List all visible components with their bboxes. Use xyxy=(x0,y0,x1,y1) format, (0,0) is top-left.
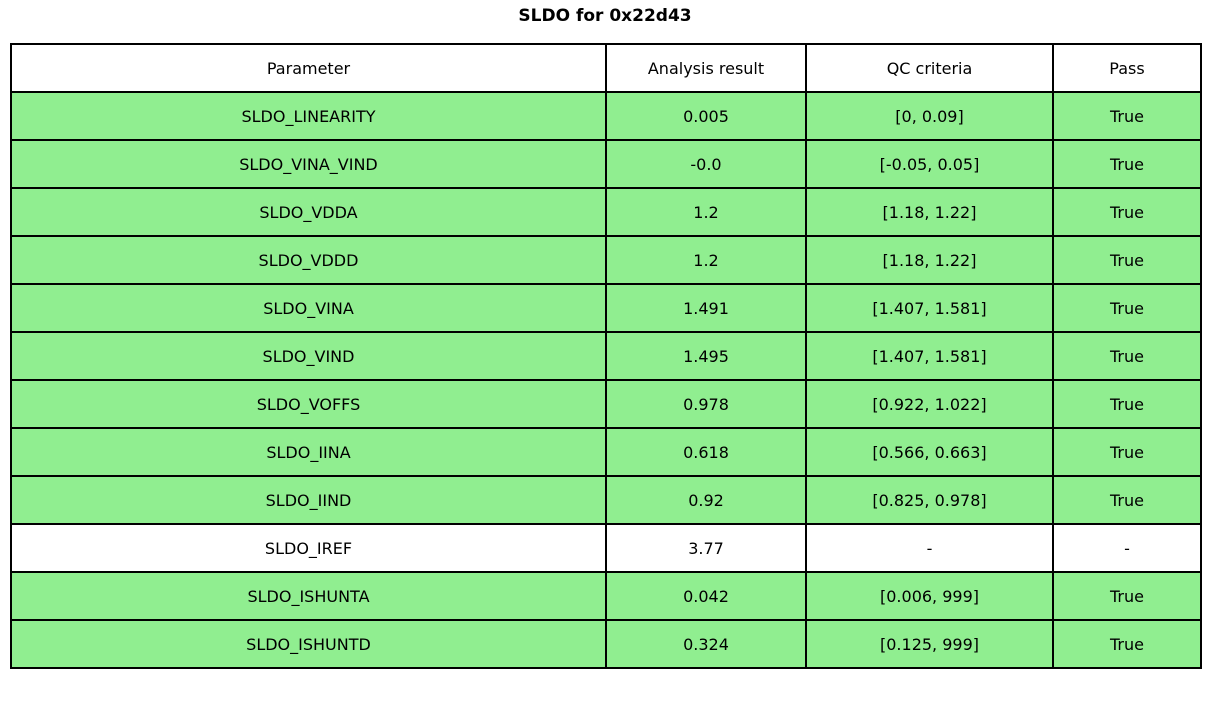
pass-cell: True xyxy=(1052,139,1202,189)
criteria-cell: [0.125, 999] xyxy=(805,619,1054,669)
criteria-cell: [0.922, 1.022] xyxy=(805,379,1054,429)
pass-cell: True xyxy=(1052,91,1202,141)
criteria-cell: [1.407, 1.581] xyxy=(805,283,1054,333)
result-cell: 3.77 xyxy=(605,523,807,573)
pass-cell: True xyxy=(1052,283,1202,333)
table-row: SLDO_IIND 0.92 [0.825, 0.978] True xyxy=(10,475,1202,525)
pass-cell: True xyxy=(1052,331,1202,381)
column-header-analysis-result: Analysis result xyxy=(605,43,807,93)
table-row: SLDO_VIND 1.495 [1.407, 1.581] True xyxy=(10,331,1202,381)
criteria-cell: [1.407, 1.581] xyxy=(805,331,1054,381)
table-row: SLDO_ISHUNTD 0.324 [0.125, 999] True xyxy=(10,619,1202,669)
parameter-cell: SLDO_VIND xyxy=(10,331,607,381)
result-cell: 0.618 xyxy=(605,427,807,477)
column-header-qc-criteria: QC criteria xyxy=(805,43,1054,93)
result-cell: 0.92 xyxy=(605,475,807,525)
pass-cell: True xyxy=(1052,619,1202,669)
criteria-cell: [1.18, 1.22] xyxy=(805,187,1054,237)
qc-results-table: Parameter Analysis result QC criteria Pa… xyxy=(10,43,1202,669)
result-cell: 0.005 xyxy=(605,91,807,141)
pass-cell: True xyxy=(1052,379,1202,429)
pass-cell: True xyxy=(1052,187,1202,237)
pass-cell: - xyxy=(1052,523,1202,573)
criteria-cell: [0.825, 0.978] xyxy=(805,475,1054,525)
criteria-cell: [0, 0.09] xyxy=(805,91,1054,141)
parameter-cell: SLDO_ISHUNTA xyxy=(10,571,607,621)
parameter-cell: SLDO_LINEARITY xyxy=(10,91,607,141)
result-cell: 1.2 xyxy=(605,187,807,237)
criteria-cell: [0.006, 999] xyxy=(805,571,1054,621)
parameter-cell: SLDO_ISHUNTD xyxy=(10,619,607,669)
parameter-cell: SLDO_VDDD xyxy=(10,235,607,285)
parameter-cell: SLDO_VDDA xyxy=(10,187,607,237)
table-row: SLDO_LINEARITY 0.005 [0, 0.09] True xyxy=(10,91,1202,141)
result-cell: 0.978 xyxy=(605,379,807,429)
result-cell: 1.495 xyxy=(605,331,807,381)
table-row: SLDO_IREF 3.77 - - xyxy=(10,523,1202,573)
parameter-cell: SLDO_IINA xyxy=(10,427,607,477)
parameter-cell: SLDO_VOFFS xyxy=(10,379,607,429)
result-cell: 0.042 xyxy=(605,571,807,621)
table-row: SLDO_ISHUNTA 0.042 [0.006, 999] True xyxy=(10,571,1202,621)
column-header-pass: Pass xyxy=(1052,43,1202,93)
table-header-row: Parameter Analysis result QC criteria Pa… xyxy=(10,43,1202,93)
table-row: SLDO_VDDA 1.2 [1.18, 1.22] True xyxy=(10,187,1202,237)
result-cell: 1.2 xyxy=(605,235,807,285)
column-header-parameter: Parameter xyxy=(10,43,607,93)
page-title: SLDO for 0x22d43 xyxy=(518,6,692,26)
table-row: SLDO_VDDD 1.2 [1.18, 1.22] True xyxy=(10,235,1202,285)
table-row: SLDO_VOFFS 0.978 [0.922, 1.022] True xyxy=(10,379,1202,429)
parameter-cell: SLDO_IIND xyxy=(10,475,607,525)
result-cell: 0.324 xyxy=(605,619,807,669)
criteria-cell: [0.566, 0.663] xyxy=(805,427,1054,477)
table-row: SLDO_IINA 0.618 [0.566, 0.663] True xyxy=(10,427,1202,477)
criteria-cell: [1.18, 1.22] xyxy=(805,235,1054,285)
parameter-cell: SLDO_VINA xyxy=(10,283,607,333)
table-row: SLDO_VINA 1.491 [1.407, 1.581] True xyxy=(10,283,1202,333)
pass-cell: True xyxy=(1052,475,1202,525)
pass-cell: True xyxy=(1052,571,1202,621)
result-cell: 1.491 xyxy=(605,283,807,333)
pass-cell: True xyxy=(1052,235,1202,285)
criteria-cell: - xyxy=(805,523,1054,573)
result-cell: -0.0 xyxy=(605,139,807,189)
table-row: SLDO_VINA_VIND -0.0 [-0.05, 0.05] True xyxy=(10,139,1202,189)
parameter-cell: SLDO_IREF xyxy=(10,523,607,573)
criteria-cell: [-0.05, 0.05] xyxy=(805,139,1054,189)
parameter-cell: SLDO_VINA_VIND xyxy=(10,139,607,189)
pass-cell: True xyxy=(1052,427,1202,477)
